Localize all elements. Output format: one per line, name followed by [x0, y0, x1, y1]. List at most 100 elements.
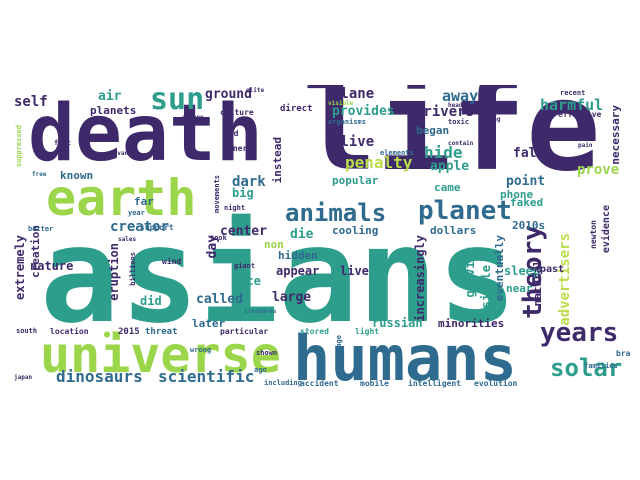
word-pain: pain: [578, 142, 593, 149]
word-wrong: wrong: [190, 346, 212, 354]
word-point: point: [506, 174, 546, 189]
word-shown: shown: [256, 349, 278, 357]
word-giant: giant: [234, 262, 256, 270]
word-cloud: asians life death humans universe earth …: [10, 85, 630, 395]
word-prove: prove: [577, 162, 620, 178]
word-stored: stored: [300, 327, 329, 336]
word-toxic: toxic: [448, 118, 470, 126]
word-dollars: dollars: [430, 224, 477, 237]
word-life: life: [302, 85, 601, 199]
word-particular: particular: [220, 327, 269, 336]
word-center: center: [220, 224, 267, 239]
word-later: later: [192, 317, 226, 330]
word-single: single: [479, 265, 493, 309]
word-air: air: [98, 89, 122, 104]
word-began: began: [416, 124, 450, 137]
word-earth: earth: [46, 169, 197, 227]
word-direct: direct: [280, 104, 313, 114]
word-alive: alive: [332, 134, 375, 150]
word-penalty: penalty: [345, 153, 413, 172]
word-minorities: minorities: [438, 317, 505, 330]
word-bad: bad: [224, 129, 239, 138]
word-effective: effective: [558, 110, 602, 119]
word-extremely: extremely: [13, 235, 27, 301]
word-die: die: [290, 227, 314, 242]
word-evolution: evolution: [474, 379, 518, 388]
word-scientific: scientific: [158, 367, 255, 386]
word-escape: escape: [182, 114, 204, 121]
word-hidden: hidden: [278, 249, 318, 262]
word-fall: fall: [513, 146, 545, 161]
word-appear: appear: [276, 264, 320, 278]
word-culture: culture: [220, 108, 254, 117]
word-elements: elements: [380, 149, 414, 157]
bullet-dot: ●: [104, 329, 111, 340]
word-newton: newton: [589, 220, 598, 249]
word-asians: asians: [40, 199, 517, 353]
word-nature: nature: [30, 259, 74, 273]
word-long: long: [486, 116, 501, 123]
word-creatures: creatures: [244, 308, 277, 315]
word-threat: threat: [145, 327, 178, 337]
word-away: away: [442, 87, 479, 105]
word-fact: fact: [54, 139, 71, 147]
word-accident: accident: [300, 379, 339, 388]
word-location: location: [50, 327, 89, 336]
word-south: south: [16, 327, 38, 335]
word-creator: creator: [110, 219, 170, 235]
word-plane: plane: [332, 86, 375, 102]
word-billions: billions: [129, 252, 137, 286]
word-sleep: sleep: [504, 264, 541, 278]
word-dark: dark: [232, 174, 266, 190]
word-energy: energy: [228, 144, 257, 153]
word-harmful: harmful: [540, 96, 604, 114]
word-sales: sales: [118, 236, 137, 243]
word-planet: planet: [418, 196, 512, 226]
word-light: light: [355, 327, 380, 336]
word-face: face: [232, 274, 261, 288]
word-sun: sun: [150, 85, 205, 117]
word-movements: movements: [213, 175, 221, 213]
word-kind: kind: [542, 132, 562, 141]
word-death: death: [28, 89, 263, 179]
word-support: support: [140, 223, 174, 232]
word-suppressed: suppressed: [15, 125, 23, 168]
word-year: year: [128, 209, 145, 217]
word-big: big: [232, 186, 254, 200]
word-came: came: [434, 181, 461, 194]
word-ago: ago: [254, 366, 267, 374]
word-elite: elite: [246, 87, 265, 94]
word-universe: universe: [40, 326, 281, 384]
word-popular: popular: [332, 174, 379, 187]
word-mobile: mobile: [360, 379, 389, 388]
word-night: night: [224, 204, 246, 212]
word-near: near: [506, 282, 533, 295]
word-dinosaurs: dinosaurs: [56, 367, 143, 386]
word-contain: contain: [448, 140, 474, 147]
word-instead: instead: [271, 137, 284, 184]
word-advertisers: advertisers: [557, 233, 573, 326]
word-japan: japan: [14, 374, 33, 381]
word-called: called: [196, 292, 243, 307]
word-damage: damage: [335, 335, 343, 361]
word-large: large: [272, 290, 312, 305]
word-eruption: eruption: [107, 243, 121, 301]
word-past: past: [540, 264, 565, 275]
word-families: families: [584, 362, 618, 370]
word-advances: advances: [110, 150, 139, 157]
word-evidence: evidence: [601, 205, 612, 254]
word-brain: brain: [616, 349, 630, 358]
word-head: head: [448, 102, 463, 109]
word-organisms: organisms: [328, 118, 366, 126]
word-solar: solar: [550, 354, 623, 382]
word-self: self: [14, 94, 48, 110]
word-hide: hide: [424, 143, 463, 162]
word-non: non: [264, 238, 284, 251]
word-far: far: [134, 195, 154, 208]
word-provides: provides: [332, 104, 395, 119]
word-2010s: 2010s: [512, 219, 546, 232]
word-wind: wind: [162, 257, 182, 266]
word-cooling: cooling: [332, 224, 379, 237]
word-phone: phone: [500, 188, 534, 201]
